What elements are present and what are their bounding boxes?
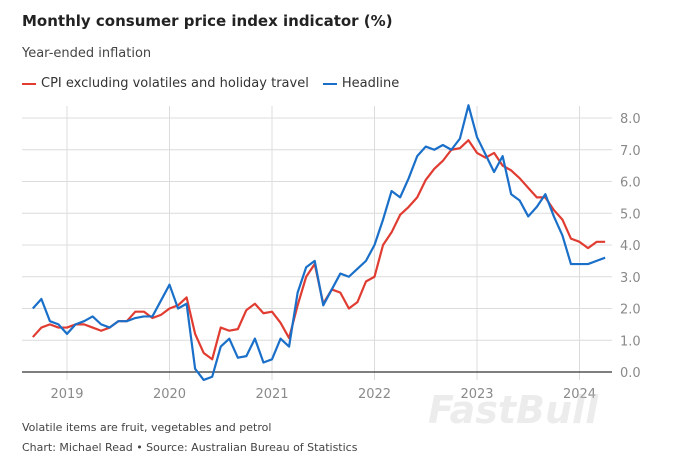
x-tick-label: 2020 — [153, 387, 186, 402]
legend-label: Headline — [341, 76, 400, 91]
watermark-logo: FastBull — [428, 388, 599, 432]
chart-subtitle: Year-ended inflation — [22, 46, 152, 61]
series-line-core — [32, 139, 606, 361]
y-tick-label: 7.0 — [620, 144, 641, 159]
y-tick-label: 3.0 — [620, 271, 641, 286]
y-tick-label: 4.0 — [620, 239, 641, 254]
legend-item-core: CPI excluding volatiles and holiday trav… — [22, 76, 309, 91]
legend-label: CPI excluding volatiles and holiday trav… — [41, 76, 309, 91]
y-tick-label: 2.0 — [620, 303, 641, 318]
legend: CPI excluding volatiles and holiday trav… — [22, 76, 399, 91]
y-tick-label: 5.0 — [620, 207, 641, 222]
x-tick-label: 2019 — [50, 387, 83, 402]
y-tick-label: 0.0 — [620, 366, 641, 381]
legend-item-headline: Headline — [322, 76, 400, 91]
x-tick-label: 2024 — [563, 387, 596, 402]
footnote: Volatile items are fruit, vegetables and… — [22, 421, 272, 434]
y-tick-label: 6.0 — [620, 176, 641, 191]
y-tick-label: 1.0 — [620, 334, 641, 349]
x-tick-label: 2023 — [460, 387, 493, 402]
x-tick-label: 2022 — [358, 387, 391, 402]
x-tick-label: 2021 — [255, 387, 288, 402]
y-tick-label: 8.0 — [620, 112, 641, 127]
source-credit: Chart: Michael Read • Source: Australian… — [22, 441, 358, 454]
series-line-headline — [32, 104, 606, 382]
chart-title: Monthly consumer price index indicator (… — [22, 12, 393, 30]
legend-swatch-blue — [322, 82, 337, 85]
legend-swatch-red — [22, 82, 36, 85]
